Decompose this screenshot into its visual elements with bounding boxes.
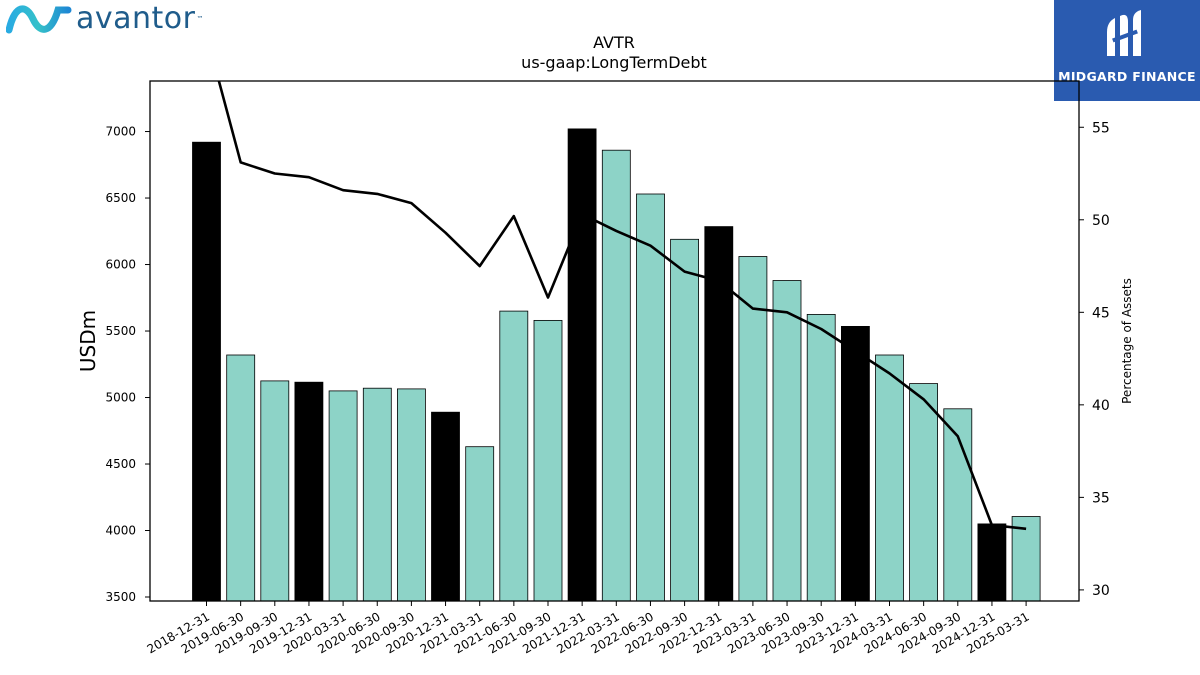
bar-2022-09-30 — [670, 238, 699, 602]
bar-2023-09-30 — [806, 313, 836, 602]
y2-axis-label: Percentage of Assets — [1120, 278, 1134, 404]
y2-tick-label: 50 — [1092, 213, 1110, 229]
y-tick-label: 6500 — [105, 191, 136, 205]
percentage-of-assets-line — [217, 81, 1027, 531]
bar-2022-12-31 — [704, 226, 734, 602]
y-tick-label: 4500 — [105, 457, 136, 471]
bar-2024-03-31 — [875, 354, 904, 602]
y-tick-label: 4000 — [105, 524, 136, 538]
bar-2023-06-30 — [772, 280, 802, 602]
avantor-trademark: ™ — [196, 15, 204, 23]
chart-subtitle: us-gaap:LongTermDebt — [521, 53, 707, 72]
y-tick-label: 5500 — [105, 324, 136, 338]
y2-tick-label: 30 — [1092, 583, 1110, 599]
y-tick-label: 6000 — [105, 258, 136, 272]
bar-2021-06-30 — [499, 310, 529, 602]
y-axis-label: USDm — [76, 310, 100, 372]
y2-tick-label: 55 — [1092, 120, 1110, 136]
x-axis: 2018-12-312019-06-302019-09-302019-12-31… — [145, 601, 1032, 656]
bar-2021-12-31 — [567, 128, 597, 602]
bar-2024-09-30 — [943, 408, 973, 602]
bar-2019-12-31 — [294, 381, 324, 602]
chart-title: AVTR — [593, 33, 635, 52]
avantor-logo-text: avantor — [76, 1, 196, 36]
midgard-logo-text: MIDGARD FINANCE — [1058, 69, 1196, 84]
left-axis: 3500 4000 4500 5000 5500 6000 6500 7000 — [105, 125, 150, 604]
line-layer — [217, 81, 1027, 531]
bar-2025-03-31 — [1011, 516, 1041, 602]
bar-2020-12-31 — [431, 411, 460, 602]
y-tick-label: 5000 — [105, 391, 136, 405]
bar-2022-06-30 — [636, 193, 665, 602]
y-tick-label: 7000 — [105, 125, 136, 139]
bars-layer — [192, 128, 1041, 602]
bar-2021-09-30 — [533, 319, 563, 602]
plot-frame — [149, 80, 1080, 602]
y2-tick-label: 45 — [1092, 305, 1110, 321]
avantor-logo: avantor ™ — [6, 2, 204, 36]
bar-2020-09-30 — [396, 388, 426, 602]
bar-2020-06-30 — [362, 387, 392, 602]
y-tick-label: 3500 — [105, 590, 136, 604]
y2-tick-label: 35 — [1092, 490, 1110, 506]
bar-2022-03-31 — [601, 149, 631, 602]
bar-2023-03-31 — [738, 256, 768, 602]
bar-2020-03-31 — [328, 390, 358, 602]
bar-2019-06-30 — [226, 354, 256, 602]
bar-2024-06-30 — [909, 383, 938, 602]
bar-2018-12-31 — [192, 141, 221, 602]
midgard-emblem-icon — [1107, 10, 1141, 56]
bar-2023-12-31 — [841, 325, 870, 602]
bar-2019-09-30 — [260, 380, 290, 602]
right-axis: 30 35 40 45 50 55 — [1079, 120, 1110, 599]
bar-2021-03-31 — [465, 446, 495, 602]
bar-2024-12-31 — [977, 523, 1007, 602]
y2-tick-label: 40 — [1092, 398, 1110, 414]
midgard-finance-logo: MIDGARD FINANCE — [1054, 0, 1200, 101]
avantor-wave-icon — [6, 5, 72, 34]
